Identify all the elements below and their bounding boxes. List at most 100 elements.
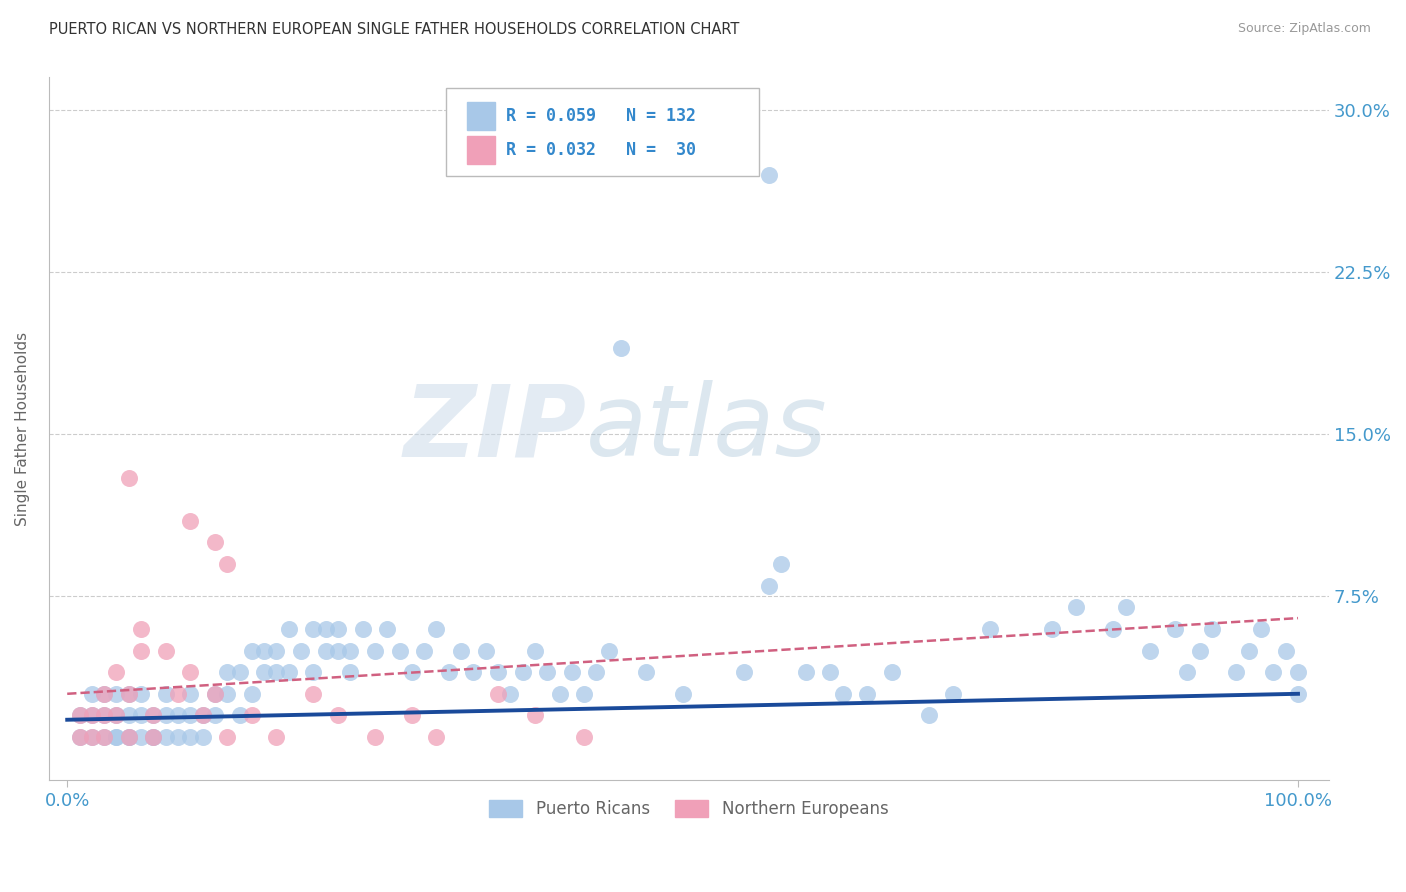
Point xyxy=(142,708,165,723)
Point xyxy=(315,622,337,636)
Point xyxy=(536,665,558,680)
Point xyxy=(942,687,965,701)
Point xyxy=(1250,622,1272,636)
Point xyxy=(118,687,141,701)
Point xyxy=(80,708,103,723)
Point xyxy=(1164,622,1187,636)
Legend: Puerto Ricans, Northern Europeans: Puerto Ricans, Northern Europeans xyxy=(482,793,896,825)
Point xyxy=(118,730,141,744)
Point xyxy=(413,643,436,657)
Point xyxy=(302,622,325,636)
Point xyxy=(1201,622,1223,636)
Point xyxy=(523,643,546,657)
Point xyxy=(105,665,128,680)
Point xyxy=(425,622,447,636)
Point xyxy=(129,708,152,723)
Text: R = 0.059   N = 132: R = 0.059 N = 132 xyxy=(506,107,696,125)
Point xyxy=(277,622,299,636)
Point xyxy=(856,687,879,701)
Point xyxy=(253,643,276,657)
Point xyxy=(129,643,152,657)
Point xyxy=(118,470,141,484)
Point xyxy=(69,708,91,723)
Point xyxy=(118,730,141,744)
Point xyxy=(794,665,817,680)
Point xyxy=(499,687,522,701)
Point xyxy=(474,643,496,657)
Point xyxy=(204,535,226,549)
Point xyxy=(191,730,214,744)
Point xyxy=(1175,665,1198,680)
Point xyxy=(142,730,165,744)
Point xyxy=(512,665,534,680)
Point xyxy=(918,708,941,723)
Point xyxy=(179,514,201,528)
Point xyxy=(167,730,190,744)
Point xyxy=(93,687,115,701)
Point xyxy=(240,643,263,657)
Point xyxy=(302,687,325,701)
Point xyxy=(1237,643,1260,657)
Point xyxy=(1286,687,1309,701)
Point xyxy=(290,643,312,657)
Text: atlas: atlas xyxy=(586,380,828,477)
Point xyxy=(142,730,165,744)
Point xyxy=(326,643,349,657)
Point xyxy=(217,557,239,571)
Point xyxy=(129,730,152,744)
Point xyxy=(1115,600,1137,615)
Point xyxy=(266,643,288,657)
Point xyxy=(240,708,263,723)
Point xyxy=(80,730,103,744)
Point xyxy=(69,730,91,744)
Point xyxy=(733,665,755,680)
Point xyxy=(80,687,103,701)
Point xyxy=(758,579,780,593)
Point xyxy=(105,730,128,744)
Point xyxy=(1102,622,1125,636)
Point xyxy=(523,708,546,723)
Point xyxy=(572,730,595,744)
Point xyxy=(217,687,239,701)
Point xyxy=(1225,665,1247,680)
Point xyxy=(228,708,250,723)
Point xyxy=(561,665,583,680)
Point xyxy=(364,730,387,744)
Point xyxy=(1066,600,1088,615)
Point xyxy=(1286,665,1309,680)
Point xyxy=(486,665,509,680)
Point xyxy=(302,665,325,680)
Point xyxy=(69,730,91,744)
FancyBboxPatch shape xyxy=(446,88,759,176)
Point xyxy=(598,643,620,657)
Point xyxy=(217,665,239,680)
Point xyxy=(204,687,226,701)
Point xyxy=(179,730,201,744)
Point xyxy=(129,687,152,701)
Y-axis label: Single Father Households: Single Father Households xyxy=(15,332,30,526)
Point xyxy=(191,708,214,723)
Point xyxy=(93,708,115,723)
Point xyxy=(142,708,165,723)
Point xyxy=(388,643,411,657)
Point xyxy=(118,708,141,723)
Point xyxy=(93,708,115,723)
Point xyxy=(179,708,201,723)
Point xyxy=(253,665,276,680)
Point xyxy=(155,708,177,723)
Bar xyxy=(467,136,495,164)
Point xyxy=(105,708,128,723)
Point xyxy=(326,708,349,723)
Text: Source: ZipAtlas.com: Source: ZipAtlas.com xyxy=(1237,22,1371,36)
Point xyxy=(118,687,141,701)
Point xyxy=(240,687,263,701)
Bar xyxy=(467,102,495,130)
Point xyxy=(142,730,165,744)
Point xyxy=(634,665,657,680)
Point xyxy=(228,665,250,680)
Point xyxy=(105,687,128,701)
Point xyxy=(450,643,472,657)
Point xyxy=(1139,643,1161,657)
Point xyxy=(880,665,903,680)
Point xyxy=(266,665,288,680)
